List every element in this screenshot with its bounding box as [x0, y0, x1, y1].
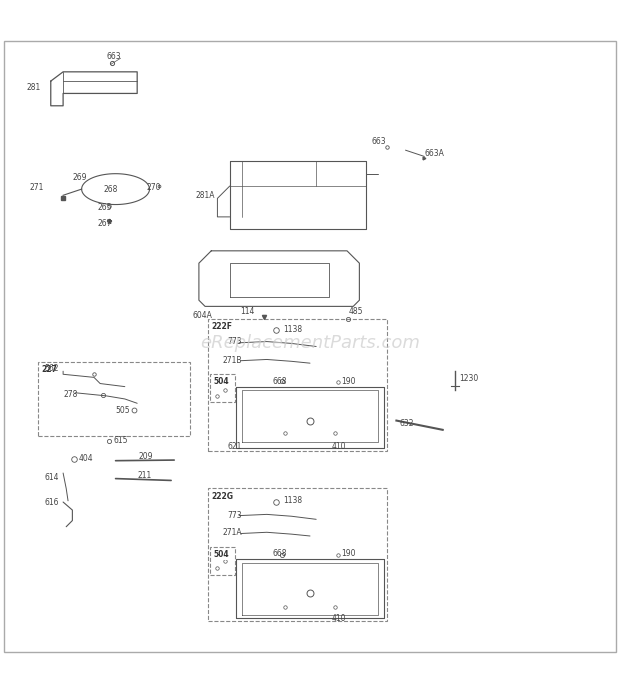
Text: 267: 267 — [97, 218, 112, 227]
Text: 614: 614 — [45, 473, 59, 482]
Text: 485: 485 — [348, 308, 363, 317]
Text: 410: 410 — [332, 442, 346, 451]
Text: 773: 773 — [228, 511, 242, 520]
Text: 268: 268 — [104, 185, 118, 194]
Text: 604A: 604A — [193, 311, 213, 320]
Text: 281: 281 — [26, 82, 40, 91]
Text: 190: 190 — [341, 550, 355, 559]
Text: 222G: 222G — [211, 491, 233, 500]
Text: 227: 227 — [42, 365, 58, 374]
Bar — [208, 319, 387, 451]
Text: 505: 505 — [115, 405, 130, 414]
Text: 271A: 271A — [223, 528, 242, 537]
Bar — [208, 489, 387, 621]
Text: 270: 270 — [146, 183, 161, 192]
Text: 281A: 281A — [196, 191, 215, 200]
Text: 663: 663 — [106, 52, 121, 61]
Text: 616: 616 — [45, 498, 59, 507]
Text: 209: 209 — [138, 452, 153, 461]
Text: 615: 615 — [113, 437, 128, 446]
Text: 222F: 222F — [211, 322, 232, 331]
Text: 504: 504 — [213, 550, 229, 559]
Text: 1138: 1138 — [283, 496, 302, 505]
Text: 190: 190 — [341, 376, 355, 385]
Text: 271: 271 — [29, 183, 43, 192]
Text: eReplacementParts.com: eReplacementParts.com — [200, 335, 420, 353]
Text: 1230: 1230 — [459, 374, 479, 383]
Text: 1138: 1138 — [283, 325, 302, 334]
Text: 562: 562 — [45, 364, 59, 373]
Text: 621: 621 — [228, 442, 242, 451]
Bar — [210, 374, 235, 402]
Text: 114: 114 — [240, 308, 254, 317]
Text: 404: 404 — [79, 455, 93, 464]
Text: 265: 265 — [97, 202, 112, 211]
Text: 269: 269 — [73, 173, 87, 182]
Text: 663: 663 — [372, 137, 386, 146]
Text: 211: 211 — [137, 471, 151, 480]
Text: 668: 668 — [273, 550, 288, 559]
Bar — [38, 362, 190, 436]
Text: 410: 410 — [332, 614, 346, 623]
Bar — [210, 547, 235, 575]
Text: 278: 278 — [63, 389, 78, 398]
Text: 773: 773 — [228, 337, 242, 346]
Text: 668: 668 — [273, 376, 288, 385]
Text: 504: 504 — [213, 378, 229, 387]
Text: 271B: 271B — [223, 356, 242, 365]
Text: 663A: 663A — [424, 149, 444, 158]
Text: 632: 632 — [399, 419, 414, 428]
